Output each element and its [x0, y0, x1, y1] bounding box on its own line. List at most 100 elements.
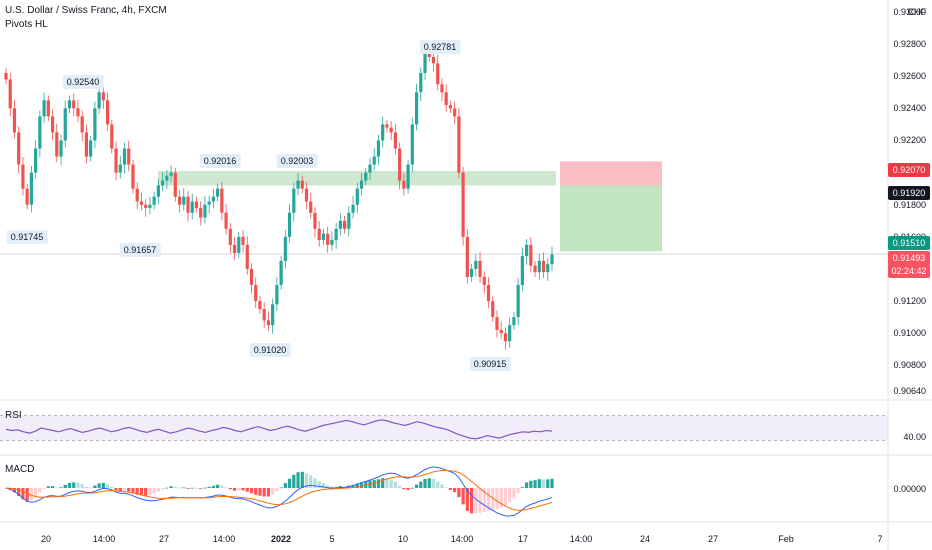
macd-histogram-bar — [546, 479, 550, 488]
candle-body — [194, 201, 199, 208]
candle-body — [516, 285, 520, 318]
candle-body — [165, 175, 169, 181]
candle-body — [334, 228, 338, 241]
price-tick: 0.91200 — [893, 296, 926, 307]
candle-body — [63, 108, 67, 141]
macd-histogram-bar — [381, 478, 385, 488]
macd-histogram-bar — [440, 484, 444, 488]
macd-histogram-bar — [97, 483, 101, 488]
candle-body — [292, 188, 296, 213]
macd-histogram-bar — [326, 485, 330, 488]
macd-histogram-bar — [486, 488, 491, 512]
macd-histogram-bar — [431, 479, 436, 488]
macd-histogram-bar — [351, 484, 355, 488]
macd-pane-label[interactable]: MACD — [5, 464, 35, 475]
macd-histogram-bar — [304, 473, 309, 488]
macd-histogram-bar — [529, 480, 533, 488]
macd-histogram-bar — [453, 488, 457, 493]
candle-body — [359, 180, 364, 189]
candle-body — [512, 317, 516, 326]
macd-histogram-bar — [330, 486, 334, 488]
candle-body — [495, 317, 499, 330]
macd-histogram-bar — [249, 488, 254, 494]
time-tick: 27 — [707, 534, 719, 544]
pivot-label: 0.91020 — [249, 343, 291, 357]
price-tick: 0.93000 — [893, 7, 926, 17]
macd-histogram-bar — [495, 488, 499, 510]
stop-loss-zone — [560, 161, 662, 186]
candle-body — [220, 188, 224, 213]
macd-histogram-bar — [465, 488, 469, 511]
macd-histogram-bar — [25, 488, 29, 502]
macd-histogram-bar — [533, 480, 537, 488]
candle-body — [4, 73, 8, 80]
candle-body — [224, 212, 228, 229]
time-tick: 10 — [397, 534, 409, 544]
candle-body — [448, 105, 453, 109]
candle-body — [385, 124, 389, 128]
candle-body — [321, 233, 326, 241]
macd-histogram-bar — [199, 488, 203, 489]
time-tick: 27 — [158, 534, 170, 544]
currency-label: CHF — [907, 7, 927, 17]
pivot-label: 0.92003 — [276, 154, 318, 168]
candle-body — [76, 108, 80, 117]
macd-histogram-bar — [245, 488, 249, 492]
candle-body — [55, 132, 59, 157]
macd-histogram-bar — [182, 487, 186, 489]
candle-body — [105, 100, 110, 125]
macd-histogram-bar — [393, 481, 397, 488]
candle-body — [177, 196, 182, 205]
take-profit-zone — [560, 185, 662, 252]
candle-body — [262, 309, 266, 321]
macd-histogram-bar — [406, 488, 410, 490]
candle-body — [228, 228, 232, 245]
macd-histogram-bar — [42, 488, 46, 489]
candle-body — [122, 148, 127, 165]
candle-body — [372, 156, 376, 165]
candle-body — [93, 108, 97, 141]
macd-histogram-bar — [321, 483, 326, 488]
candle-body — [148, 204, 152, 208]
macd-histogram-bar — [224, 487, 228, 489]
candle-body — [169, 172, 173, 176]
candle-body — [21, 164, 25, 189]
candle-body — [254, 285, 258, 302]
candle-body — [436, 63, 440, 85]
macd-histogram-bar — [29, 488, 33, 501]
macd-histogram-bar — [419, 481, 423, 488]
rsi-pane-label[interactable]: RSI — [5, 410, 22, 421]
candle-body — [351, 204, 355, 213]
macd-histogram-bar — [444, 487, 448, 489]
macd-histogram-bar — [398, 485, 402, 488]
macd-histogram-bar — [84, 486, 89, 488]
candle-body — [144, 204, 148, 208]
candle-body — [199, 207, 203, 218]
candle-body — [431, 56, 436, 64]
candle-body — [110, 124, 114, 149]
macd-histogram-bar — [148, 488, 152, 495]
candle-body — [533, 265, 537, 273]
price-tick: 0.90640 — [893, 386, 926, 396]
macd-histogram-bar — [139, 488, 144, 496]
candle-body — [97, 92, 101, 109]
candle-body — [304, 188, 309, 202]
candle-body — [38, 116, 42, 149]
macd-histogram-bar — [72, 482, 76, 488]
macd-histogram-bar — [228, 488, 232, 490]
macd-histogram-bar — [207, 486, 211, 488]
candle-body — [482, 276, 486, 286]
candle-body — [287, 212, 292, 237]
candle-body — [465, 236, 469, 277]
macd-histogram-bar — [131, 488, 135, 494]
macd-histogram-bar — [385, 478, 389, 488]
stop-price-tag: 0.92070 — [888, 163, 930, 177]
macd-histogram-bar — [220, 485, 224, 488]
indicator-name[interactable]: Pivots HL — [5, 19, 48, 30]
macd-histogram-bar — [144, 488, 148, 496]
macd-histogram-bar — [448, 488, 453, 490]
entry-price-tag: 0.91920 — [888, 186, 930, 200]
symbol-title[interactable]: U.S. Dollar / Swiss Franc, 4h, FXCM — [5, 5, 167, 16]
time-tick: 14:00 — [450, 534, 474, 544]
